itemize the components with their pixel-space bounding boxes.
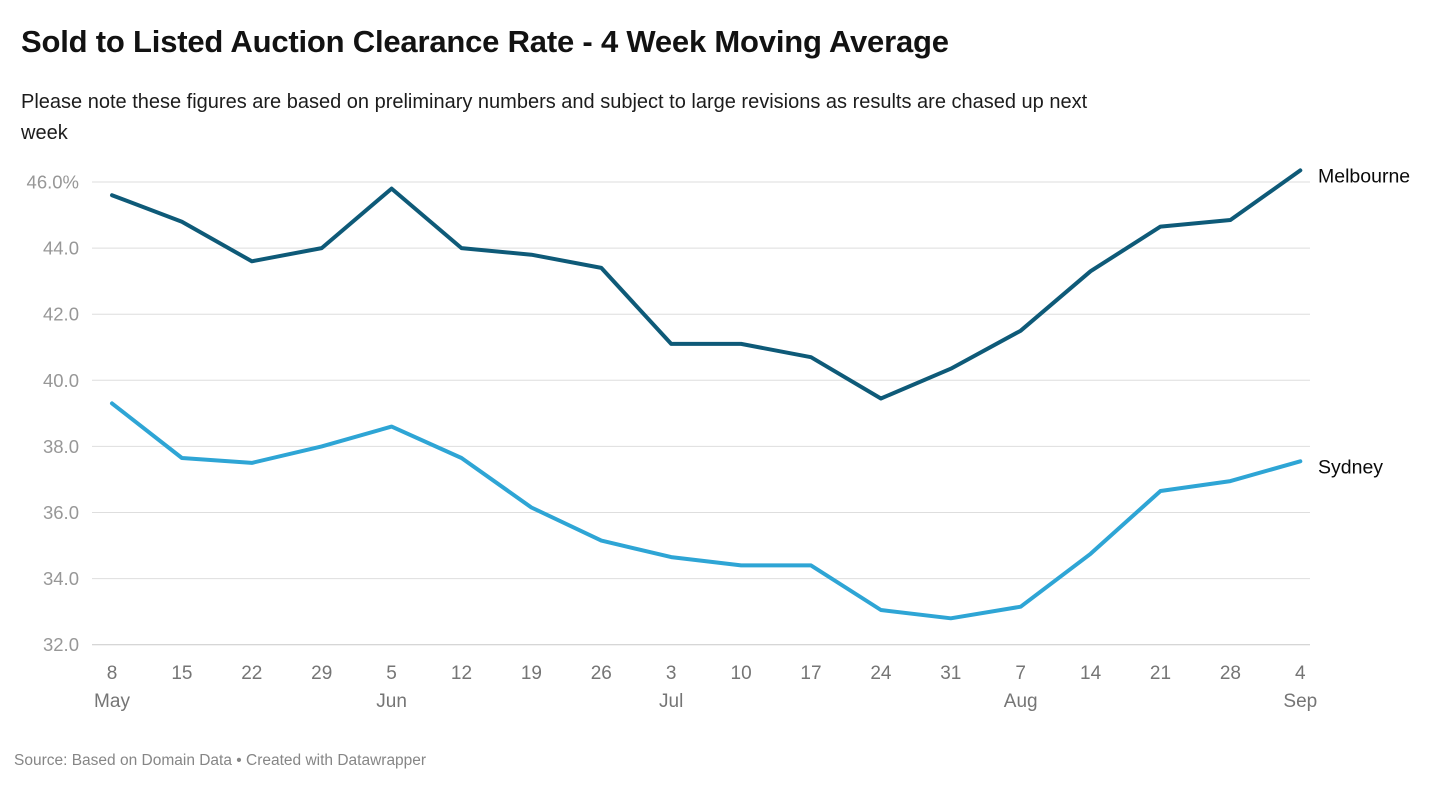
y-tick-label: 44.0 [43, 238, 79, 259]
x-tick-day-label: 26 [591, 663, 612, 684]
series-label-sydney: Sydney [1318, 456, 1383, 478]
y-tick-label: 42.0 [43, 304, 79, 325]
x-tick-day-label: 15 [171, 663, 192, 684]
x-tick-day-label: 24 [870, 663, 892, 684]
x-tick-day-label: 14 [1080, 663, 1102, 684]
x-tick-day-label: 28 [1220, 663, 1241, 684]
x-tick-day-label: 7 [1015, 663, 1026, 684]
chart-subtitle-line-2: week [21, 122, 68, 144]
source-attribution: Source: Based on Domain Data • Created w… [14, 752, 427, 769]
chart-subtitle: Please note these figures are based on p… [21, 87, 1087, 149]
y-tick-label: 32.0 [43, 634, 79, 655]
x-tick-day-label: 3 [666, 663, 677, 684]
x-tick-day-label: 17 [800, 663, 821, 684]
y-tick-label: 36.0 [43, 502, 79, 523]
x-tick-day-label: 10 [731, 663, 752, 684]
x-tick-day-label: 12 [451, 663, 472, 684]
line-chart-plot-area: 46.0% 44.0 42.0 40.0 38.0 36.0 34.0 32.0 8 15 22 29… [27, 165, 1411, 712]
x-tick-day-label: 4 [1295, 663, 1306, 684]
y-tick-label: 40.0 [43, 370, 79, 391]
x-month-label: Jun [376, 691, 407, 712]
x-tick-day-label: 21 [1150, 663, 1171, 684]
x-tick-day-label: 5 [386, 663, 397, 684]
x-month-label: May [94, 691, 130, 712]
chart-subtitle-line-1: Please note these figures are based on p… [21, 91, 1088, 113]
series-line-sydney [110, 401, 1303, 621]
x-tick-day-label: 8 [107, 663, 118, 684]
x-month-label: Jul [659, 691, 683, 712]
series-line-melbourne [110, 168, 1303, 401]
x-tick-day-label: 19 [521, 663, 542, 684]
x-tick-day-label: 22 [241, 663, 262, 684]
y-tick-label: 38.0 [43, 436, 79, 457]
x-tick-day-label: 31 [940, 663, 961, 684]
chart-title: Sold to Listed Auction Clearance Rate - … [21, 24, 949, 59]
x-tick-day-label: 29 [311, 663, 332, 684]
series-label-melbourne: Melbourne [1318, 165, 1410, 187]
y-tick-label: 46.0% [27, 172, 79, 193]
y-tick-label: 34.0 [43, 568, 79, 589]
x-month-label: Sep [1283, 691, 1317, 712]
x-month-label: Aug [1004, 691, 1038, 712]
